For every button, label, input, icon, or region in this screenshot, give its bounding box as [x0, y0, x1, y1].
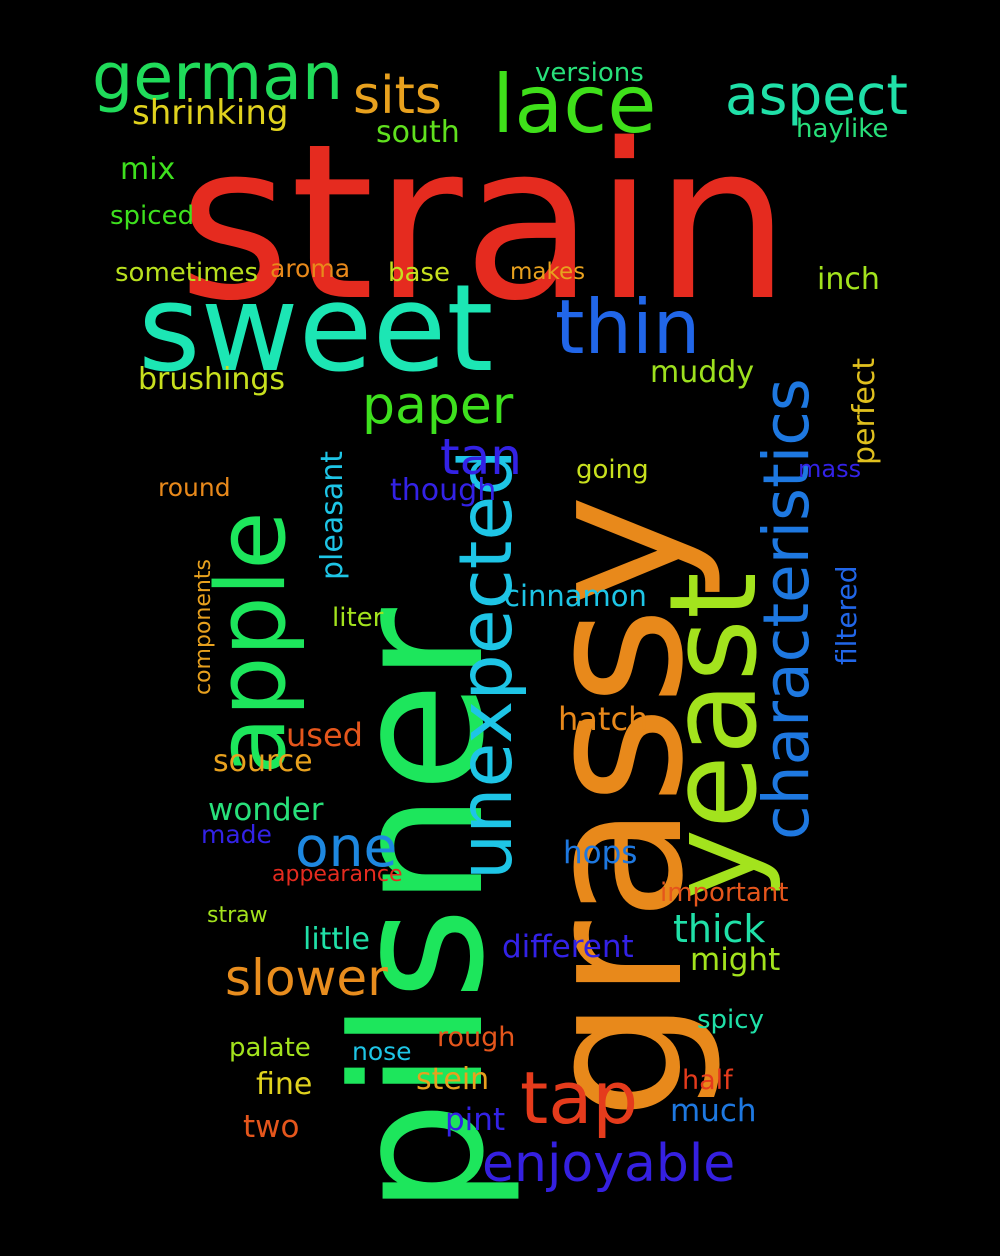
word-hops: hops — [563, 835, 638, 871]
word-lace: lace — [492, 58, 657, 151]
word-components: components — [191, 559, 216, 695]
word-going: going — [576, 455, 649, 485]
word-made: made — [201, 820, 272, 849]
word-slower: slower — [225, 949, 388, 1007]
word-filtered: filtered — [830, 565, 863, 665]
word-rough: rough — [437, 1022, 516, 1053]
word-round: round — [158, 473, 231, 502]
word-shrinking: shrinking — [132, 93, 289, 133]
word-fine: fine — [256, 1067, 313, 1102]
word-sometimes: sometimes — [115, 258, 259, 288]
word-much: much — [670, 1093, 757, 1129]
word-cinnamon: cinnamon — [504, 579, 647, 613]
word-south: south — [376, 115, 460, 150]
word-thin: thin — [555, 283, 701, 371]
word-pint: pint — [445, 1102, 506, 1138]
word-pleasant: pleasant — [315, 450, 350, 580]
word-stein: stein — [416, 1062, 490, 1097]
word-base: base — [388, 258, 450, 288]
word-though: though — [390, 473, 497, 508]
word-sits: sits — [353, 66, 443, 126]
word-little: little — [303, 922, 370, 957]
word-enjoyable: enjoyable — [482, 1134, 736, 1194]
word-makes: makes — [510, 259, 586, 285]
word-strain: strain — [178, 97, 791, 348]
word-one: one — [295, 815, 398, 879]
word-unexpected: unexpected — [444, 449, 529, 880]
word-used: used — [286, 716, 363, 754]
word-thick: thick — [673, 907, 766, 951]
word-aspect: aspect — [725, 63, 908, 127]
word-characteristics: characteristics — [750, 378, 823, 840]
word-hatch: hatch — [558, 700, 649, 738]
word-spiced: spiced — [110, 201, 195, 231]
word-might: might — [690, 942, 781, 978]
word-aroma: aroma — [270, 254, 351, 283]
word-wonder: wonder — [208, 792, 324, 828]
word-versions: versions — [535, 58, 644, 88]
word-palate: palate — [229, 1033, 311, 1063]
word-paper: paper — [362, 376, 514, 436]
word-nose: nose — [352, 1037, 412, 1066]
word-mass: mass — [798, 455, 862, 483]
word-sweet: sweet — [138, 260, 494, 399]
word-two: two — [243, 1109, 300, 1145]
word-appearance: appearance — [272, 862, 403, 887]
word-straw: straw — [207, 903, 268, 928]
word-different: different — [502, 929, 634, 965]
word-brushings: brushings — [138, 362, 286, 397]
word-inch: inch — [817, 262, 880, 297]
word-german: german — [92, 40, 344, 115]
word-haylike: haylike — [796, 114, 889, 144]
word-tan: tan — [440, 428, 522, 486]
word-half: half — [682, 1065, 733, 1096]
word-tap: tap — [520, 1056, 639, 1140]
word-mix: mix — [120, 152, 176, 187]
word-liter: liter — [332, 603, 384, 633]
word-source: source — [213, 744, 313, 779]
word-spicy: spicy — [697, 1005, 764, 1035]
word-muddy: muddy — [650, 355, 755, 390]
word-perfect: perfect — [847, 357, 882, 465]
word-important: important — [660, 878, 789, 908]
